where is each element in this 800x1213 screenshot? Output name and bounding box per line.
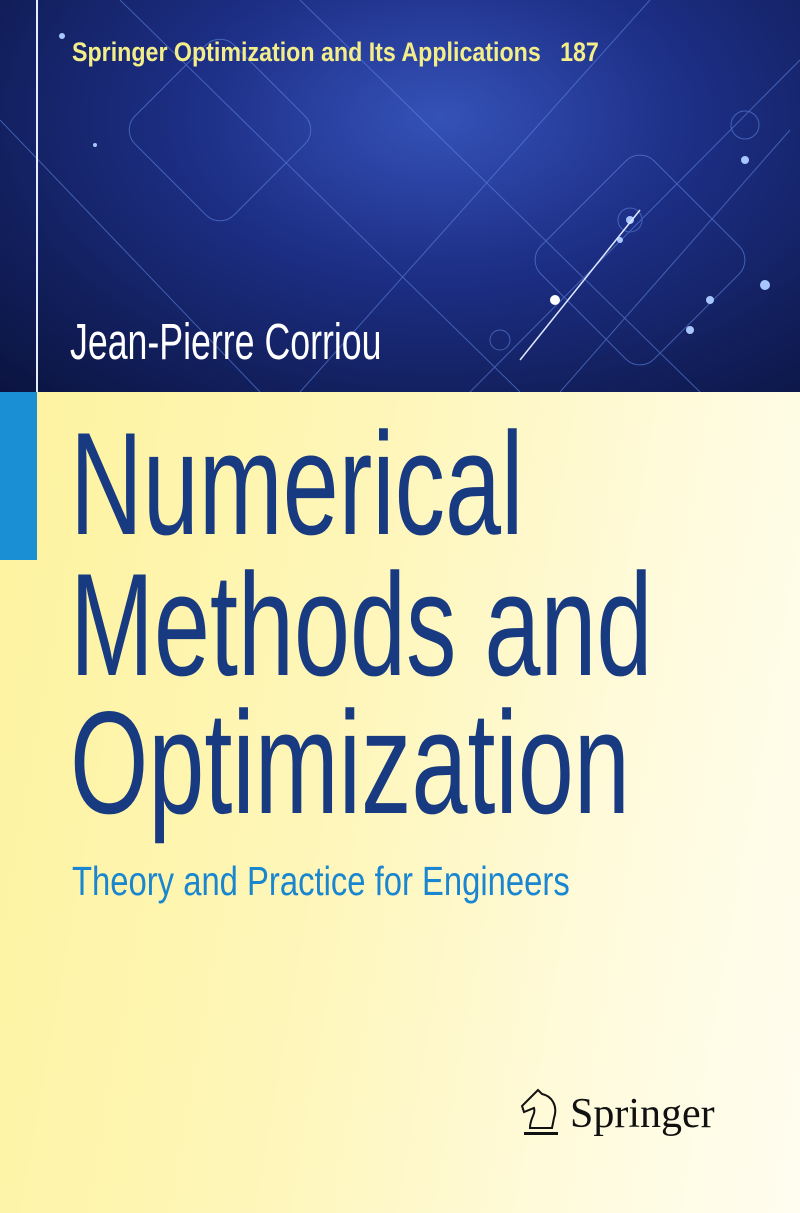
- title-line-2: Methods and: [70, 543, 653, 706]
- accent-strip: [0, 392, 37, 560]
- title-line-1: Numerical: [70, 402, 524, 565]
- cover-artwork-band: Springer Optimization and Its Applicatio…: [0, 0, 800, 392]
- author-name: Jean-Pierre Corriou: [70, 313, 382, 370]
- knight-chess-piece-icon: [520, 1088, 558, 1135]
- publisher-logo: Springer: [520, 1088, 715, 1140]
- series-title: Springer Optimization and Its Applicatio…: [72, 37, 599, 67]
- series-volume: 187: [560, 37, 599, 67]
- vertical-rule: [36, 0, 38, 392]
- subtitle: Theory and Practice for Engineers: [72, 858, 570, 904]
- circuit-pattern: [0, 0, 800, 392]
- title-line-3: Optimization: [70, 681, 630, 844]
- publisher-name: Springer: [570, 1091, 715, 1137]
